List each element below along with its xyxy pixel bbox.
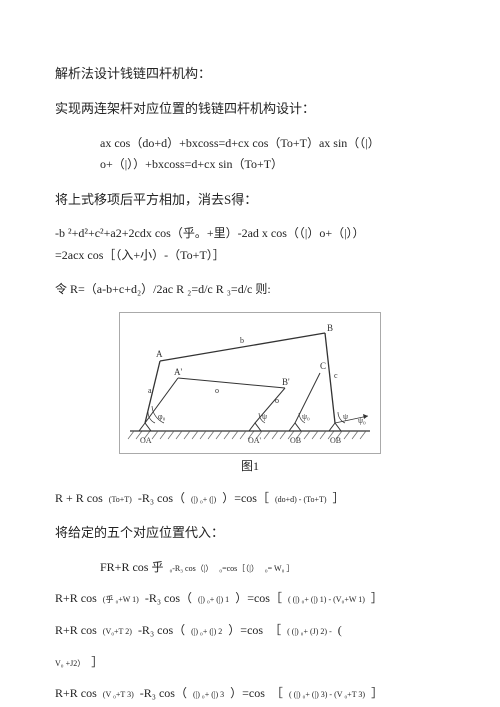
sub-eq-3b: V₀ +J2） ］ [55,652,445,674]
r2e: ）=cos［ [235,588,282,610]
svg-text:a: a [148,386,152,395]
r2b: (乎 ₀+W 1) [103,593,139,607]
svg-text:B: B [327,323,333,333]
r2f: ( (|) ₀+ (|) 1) - (V₀+W 1) [288,593,365,607]
r2d: (|) ₀+ (|) 1 [198,593,229,607]
svg-text:c: c [334,371,338,380]
r4g: ( (|) ₀+ (|) 3) - (V ₀+T 3) [289,688,365,702]
eq2-line1: -b ²+d²+c²+a2+2cdx cos（乎。+里）-2ad x cos（（… [55,223,445,245]
r4d: (|) ₀+ (|) 3 [193,688,224,702]
eq3-sub2: (|) ₀+ (|) [191,493,216,507]
svg-text:OA': OA' [248,436,262,445]
eq3-sub1: (To+T) [109,493,132,507]
sub-eq-3: R+R cos (V₀+T 2) -R₃ cos（ (|) ₀+ (|) 2 ）… [55,620,445,642]
svg-text:ψ: ψ [343,412,348,421]
equation-3: R + R cos (To+T) -R₃ cos（ (|) ₀+ (|) ）=c… [55,488,445,510]
sub-eq-2: R+R cos (乎 ₀+W 1) -R₃ cos（ (|) ₀+ (|) 1 … [55,588,445,610]
svg-text:ψ₀: ψ₀ [302,412,310,421]
eq1-line2: o+（|））+bxcoss=d+cx sin（To+T） [100,154,445,176]
step-3: 令 R=（a-b+c+d₂）/2ac R ₂=d/c R ₃=d/c 则: [55,279,445,301]
step-4: 将给定的五个对应位置代入： [55,521,445,544]
equation-1: ax cos（do+d）+bxcoss=d+cx cos（To+T）ax sin… [55,133,445,176]
r3b: (V₀+T 2) [103,625,132,639]
sub-eq-4: R+R cos (V ₀+T 3) -R₃ cos（ (|) ₀+ (|) 3 … [55,683,445,705]
svg-text:OB: OB [290,436,301,445]
svg-text:OB: OB [330,436,341,445]
r3g: ( (|) ₀+ (J) 2) - [287,625,332,639]
r3h: ( [338,620,342,642]
svg-text:ψ₀: ψ₀ [358,416,366,425]
figure-caption: 图1 [55,456,445,478]
r2c: -R₃ cos（ [145,588,192,610]
figure-1: A A' B B' C a b c o o φ₀ ψ ψ₀ ψ ψ₀ OA OA… [119,312,381,454]
svg-text:b: b [240,336,244,345]
svg-text:B': B' [282,377,290,387]
linkage-diagram: A A' B B' C a b c o o φ₀ ψ ψ₀ ψ ψ₀ OA OA… [120,313,380,453]
r1d: ₀= W₀ ］ [265,562,295,576]
r3j: ］ [91,652,103,674]
svg-text:o: o [215,386,219,395]
intro-text: 实现两连架杆对应位置的钱链四杆机构设计： [55,97,445,120]
r3f: ［ [269,620,281,642]
svg-text:o: o [275,396,279,405]
r2g: ］ [371,588,383,610]
r3i: V₀ +J2） [55,657,85,671]
eq1-line1: ax cos（do+d）+bxcoss=d+cx cos（To+T）ax sin… [100,133,445,155]
eq3-c: ）=cos［ [222,488,269,510]
r4e: ）=cos [230,683,265,705]
step-2: 将上式移项后平方相加，消去S得： [55,188,445,211]
sub-eq-1: FR+R cos 乎 ₀-R₃ cos（|） ₀=cos［（|） ₀= W₀ ］ [55,557,445,579]
r3e: ）=cos [228,620,263,642]
svg-text:ψ: ψ [262,412,267,421]
eq3-b: -R₃ cos（ [138,488,185,510]
eq2-line2: =2acx cos［（入+小）-（To+T）］ [55,245,445,267]
eq3-a: R + R cos [55,488,103,510]
svg-text:A': A' [174,367,182,377]
svg-text:OA: OA [140,436,152,445]
r3a: R+R cos [55,620,97,642]
r4a: R+R cos [55,683,97,705]
svg-text:φ₀: φ₀ [158,412,166,421]
equation-2: -b ²+d²+c²+a2+2cdx cos（乎。+里）-2ad x cos（（… [55,223,445,266]
svg-text:A: A [156,349,163,359]
eq3-sub3: (do+d) - (To+T) [275,493,327,507]
r4c: -R₃ cos（ [140,683,187,705]
doc-title: 解析法设计钱链四杆机构： [55,62,445,85]
r4h: ］ [371,683,383,705]
eq3-d: ］ [333,488,345,510]
r2a: R+R cos [55,588,97,610]
r1a: FR+R cos 乎 [100,557,163,579]
r3d: (|) ₀+ (|) 2 [191,625,222,639]
r1b: ₀-R₃ cos（|） [169,562,213,576]
r3c: -R₃ cos（ [138,620,185,642]
r4b: (V ₀+T 3) [103,688,134,702]
r1c: ₀=cos［（|） [219,562,259,576]
r4f: ［ [271,683,283,705]
svg-text:C: C [320,361,326,371]
